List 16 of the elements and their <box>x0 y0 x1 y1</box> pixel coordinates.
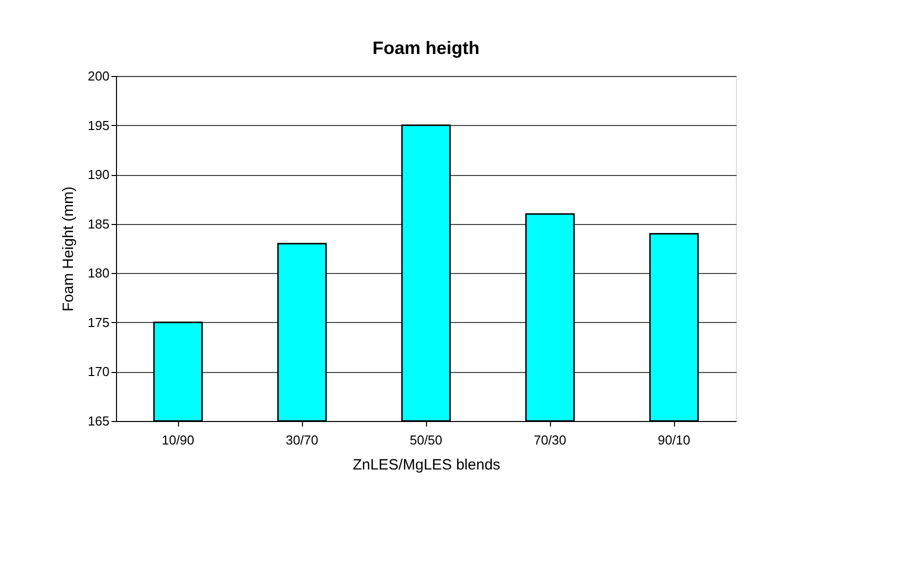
y-tick-label: 185 <box>88 216 110 232</box>
x-tick-label: 70/30 <box>534 432 566 448</box>
x-tick-label: 50/50 <box>410 432 442 448</box>
y-tick-label: 175 <box>88 314 110 330</box>
x-tick-label: 30/70 <box>286 432 318 448</box>
y-tick-label: 170 <box>88 364 110 380</box>
y-axis-title: Foam Height (mm) <box>60 186 77 312</box>
chart-title: Foam heigth <box>372 38 480 58</box>
y-tick-label: 200 <box>88 68 110 84</box>
x-axis-title: ZnLES/MgLES blends <box>352 456 500 474</box>
y-tick-label: 165 <box>88 414 110 428</box>
x-tick-label: 10/90 <box>162 432 194 448</box>
y-tick-label: 180 <box>88 266 110 281</box>
x-tick-label: 90/10 <box>658 432 690 448</box>
y-tick-label: 195 <box>88 118 110 133</box>
y-tick-label: 190 <box>88 167 110 182</box>
